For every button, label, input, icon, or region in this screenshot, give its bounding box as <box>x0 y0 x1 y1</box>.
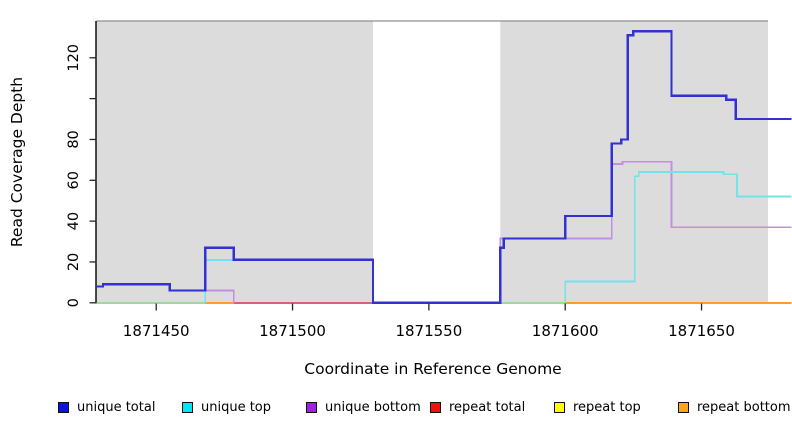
legend-swatch-unique-total <box>58 401 69 413</box>
x-axis-tick-label: 1871450 <box>123 322 190 340</box>
y-axis-title: Read Coverage Depth <box>8 77 26 247</box>
legend-label: unique total <box>77 399 156 415</box>
x-axis-tick-label: 1871550 <box>395 322 462 340</box>
legend-label: repeat total <box>449 399 526 415</box>
y-axis-tick-label: 40 <box>66 212 82 230</box>
y-axis-tick-label: 120 <box>66 44 82 72</box>
x-axis-tick-label: 1871600 <box>532 322 599 340</box>
legend-label: repeat bottom <box>697 399 791 415</box>
y-axis: 0 20 40 60 80 120 <box>66 21 97 307</box>
x-axis: 1871450 1871500 1871550 1871600 1871650 <box>123 303 735 340</box>
legend-swatch-repeat-top <box>554 401 565 413</box>
x-axis-tick-label: 1871650 <box>668 322 735 340</box>
legend: unique total unique top unique bottom repea… <box>0 398 792 418</box>
legend-item-unique-bottom: unique bottom <box>306 398 421 416</box>
series-line-unique-total <box>97 30 792 304</box>
legend-item-repeat-top: repeat top <box>554 398 641 416</box>
legend-swatch-unique-top <box>182 401 193 413</box>
y-axis-tick-label: 0 <box>66 298 82 307</box>
x-axis-title: Coordinate in Reference Genome <box>304 360 561 378</box>
coverage-plot-canvas: 0 20 40 60 80 120 1871450 1871500 1871550 187160… <box>8 20 792 378</box>
y-axis-tick-label: 60 <box>66 171 82 189</box>
x-axis-tick-label: 1871500 <box>259 322 326 340</box>
legend-swatch-repeat-total <box>430 401 441 413</box>
legend-swatch-unique-bottom <box>306 401 317 413</box>
series-line-unique-top <box>564 171 792 303</box>
no-data-gap-region <box>372 21 501 303</box>
legend-item-unique-total: unique total <box>58 398 155 416</box>
legend-label: unique bottom <box>325 399 421 415</box>
legend-label: repeat top <box>573 399 641 415</box>
legend-swatch-repeat-bottom <box>678 401 689 413</box>
y-axis-tick-label: 20 <box>66 253 82 271</box>
legend-item-repeat-total: repeat total <box>430 398 525 416</box>
legend-label: unique top <box>201 399 272 415</box>
legend-item-repeat-bottom: repeat bottom <box>678 398 791 416</box>
unique-series-group <box>97 30 792 304</box>
legend-item-unique-top: unique top <box>182 398 271 416</box>
y-axis-tick-label: 80 <box>66 130 82 148</box>
